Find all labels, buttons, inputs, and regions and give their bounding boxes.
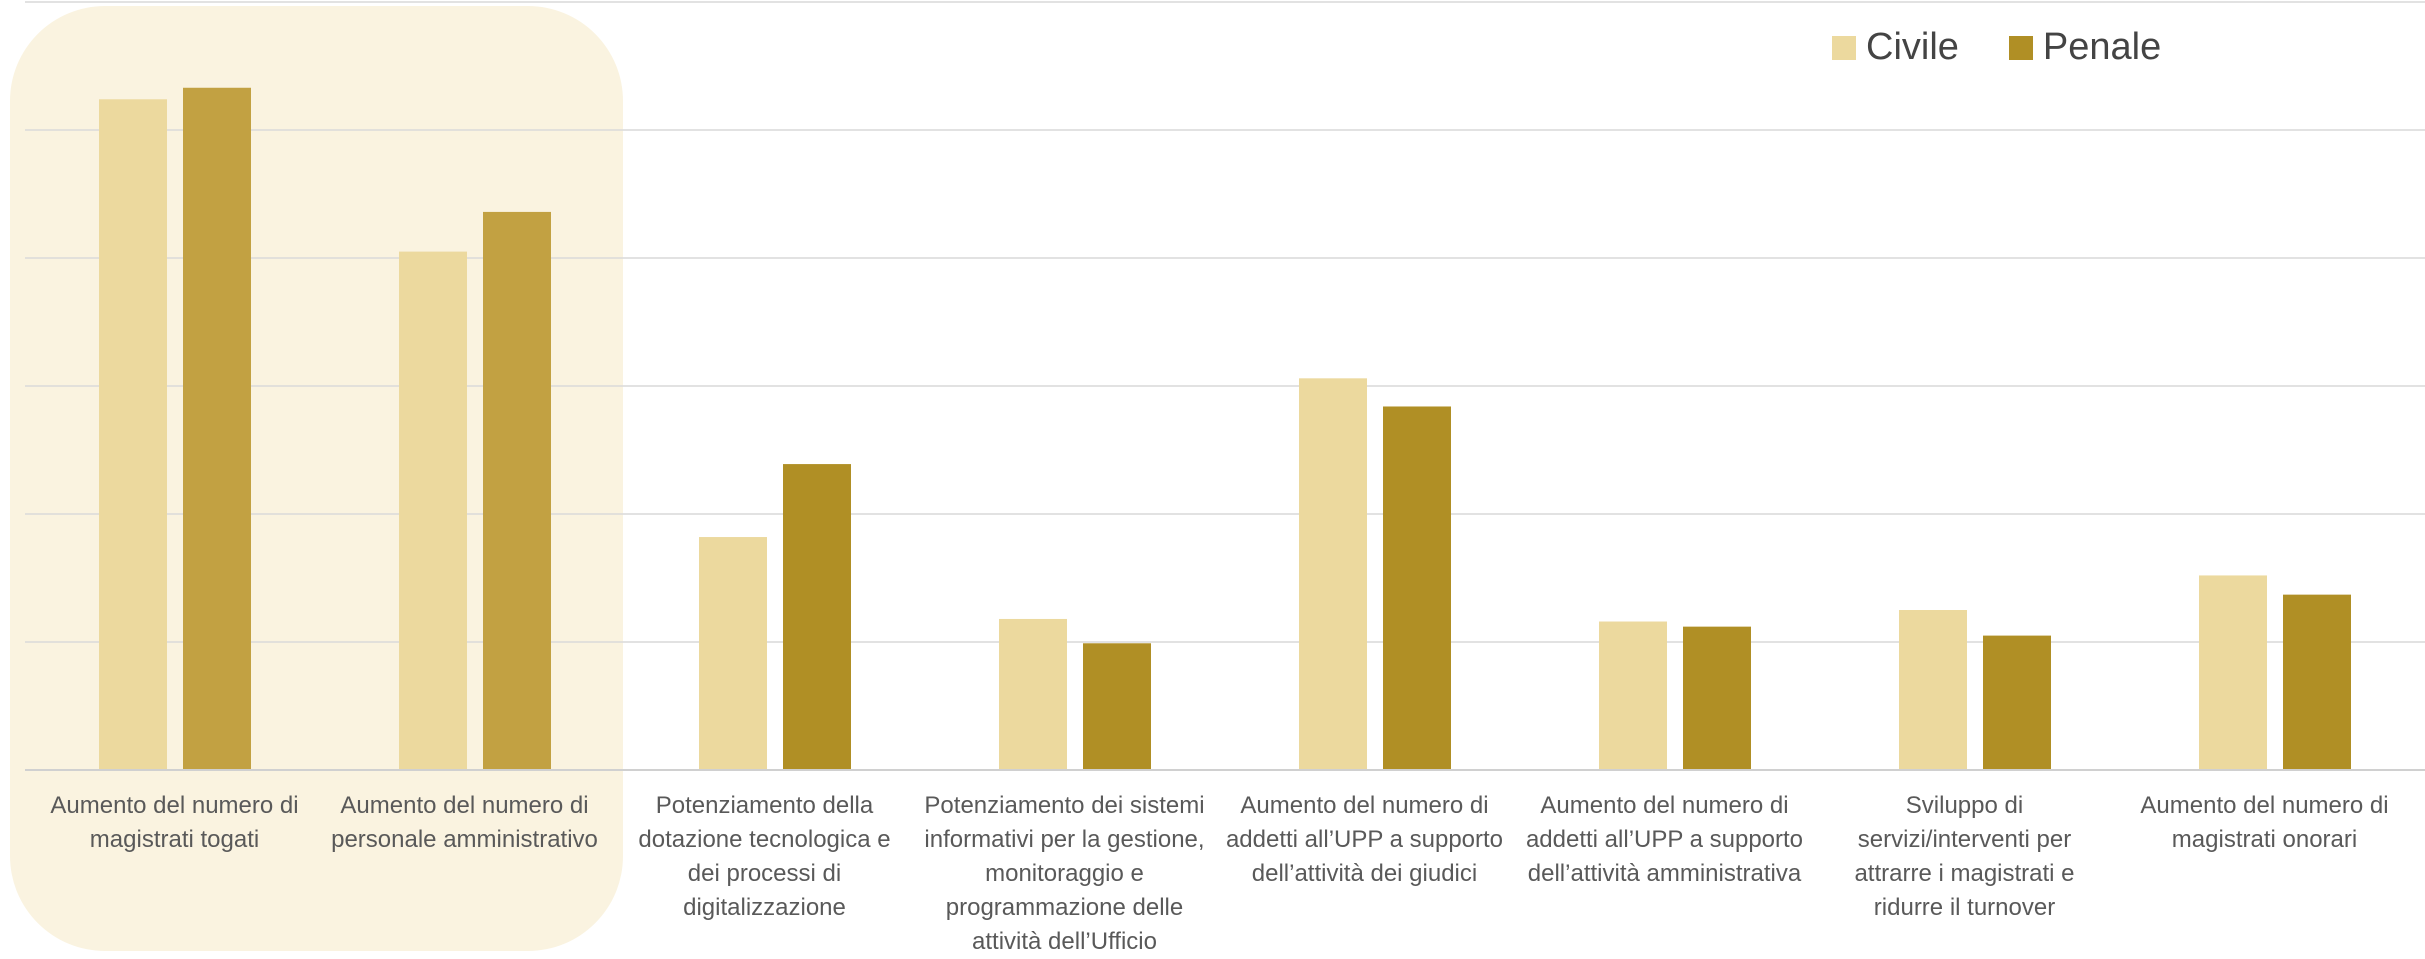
category-label-5: Aumento del numero di addetti all’UPP a … (1225, 792, 1504, 887)
category-label-8: Aumento del numero di magistrati onorari (2140, 792, 2389, 853)
bar-penale-1 (183, 87, 251, 770)
bar-civile-6 (1599, 621, 1667, 770)
legend-label-civile: Civile (1866, 26, 1959, 68)
bar-penale-3 (783, 464, 851, 770)
bar-penale-7 (1983, 635, 2051, 770)
bar-civile-7 (1899, 610, 1967, 770)
bar-penale-5 (1383, 406, 1451, 770)
bar-penale-8 (2283, 594, 2351, 770)
category-label-6: Aumento del numero di addetti all’UPP a … (1525, 792, 1804, 887)
bar-civile-2 (399, 251, 467, 771)
legend-label-penale: Penale (2042, 26, 2162, 68)
bar-penale-4 (1083, 643, 1151, 770)
bar-penale-6 (1683, 626, 1751, 770)
legend: Civile Penale (1832, 26, 2211, 69)
bars (99, 87, 2351, 771)
category-label-2: Aumento del numero di personale amminist… (331, 792, 598, 853)
bar-civile-3 (699, 537, 767, 770)
legend-swatch-civile (1832, 35, 1856, 60)
bar-penale-2 (483, 211, 551, 771)
bar-civile-4 (999, 618, 1067, 770)
legend-item-penale: Penale (2008, 26, 2162, 69)
category-label-3: Potenziamento della dotazione tecnologic… (638, 792, 891, 921)
legend-swatch-penale (2008, 35, 2033, 60)
bar-civile-8 (2199, 575, 2267, 770)
category-label-4: Potenziamento dei sistemi informativi pe… (924, 792, 1205, 955)
category-label-7: Sviluppo di servizi/interventi per attra… (1854, 792, 2075, 921)
category-label-1: Aumento del numero di magistrati togati (50, 792, 299, 853)
bar-civile-5 (1299, 378, 1367, 770)
bar-civile-1 (99, 99, 167, 770)
legend-item-civile: Civile (1832, 26, 1959, 69)
